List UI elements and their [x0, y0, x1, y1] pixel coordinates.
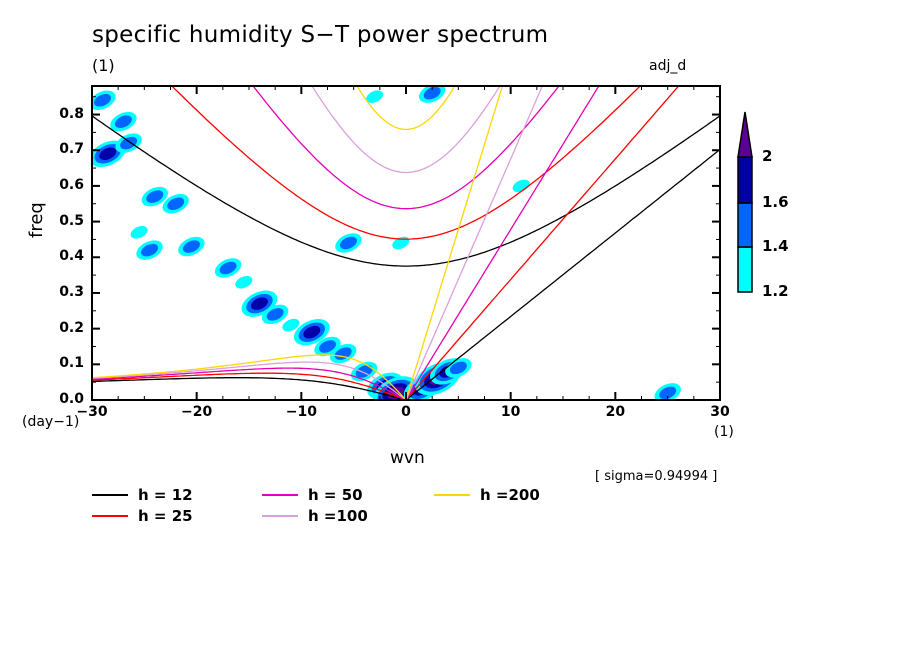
legend-item-h50: h = 50 — [262, 486, 363, 504]
contour-blob — [392, 236, 410, 250]
legend-item-h12: h = 12 — [92, 486, 193, 504]
legend-swatch — [92, 494, 128, 496]
legend-swatch — [434, 494, 470, 496]
contour-blob — [167, 197, 185, 211]
contour-blob — [282, 318, 300, 332]
x-tick-label: −10 — [285, 404, 317, 420]
kelvin-curve-h50 — [405, 87, 599, 399]
contour-blob — [141, 243, 159, 257]
contour-blob — [99, 147, 117, 161]
rossby-curve-h100 — [93, 361, 406, 399]
contour-blob — [250, 297, 268, 310]
colorbar-label: 1.2 — [762, 282, 789, 300]
y-tick-label: 0.5 — [59, 212, 84, 229]
kelvin-curve-h25 — [406, 87, 679, 399]
contour-blob — [319, 340, 336, 353]
colorbar-label: 1.4 — [762, 237, 789, 255]
y-tick-label: 0.8 — [59, 105, 84, 122]
legend-swatch — [262, 494, 298, 496]
x-tick-label: 30 — [710, 404, 730, 420]
contour-blob — [219, 261, 237, 275]
dataset-tag: adj_d — [649, 58, 687, 74]
contour-blob — [266, 308, 284, 321]
legend-item-h200: h =200 — [434, 486, 540, 504]
inertia-gravity-curve-h50 — [253, 87, 559, 210]
contour-blob — [130, 226, 148, 239]
colorbar-segment — [737, 156, 753, 204]
kelvin-curve-h200 — [405, 87, 503, 399]
legend-label: h = 50 — [308, 486, 363, 504]
colorbar-extend-triangle — [737, 111, 753, 158]
rossby-curve-h25 — [93, 372, 406, 399]
inertia-gravity-curve-h25 — [171, 87, 641, 240]
unit-label: (1) — [92, 56, 115, 75]
inertia-gravity-curve-h200 — [356, 87, 456, 131]
y-tick-label: 0.0 — [59, 391, 84, 407]
contour-blob — [659, 386, 677, 399]
y-tick-label: 0.6 — [59, 176, 84, 193]
legend-label: h = 12 — [138, 486, 193, 504]
y-axis-unit: (day−1) — [22, 414, 80, 430]
y-tick-label: 0.4 — [59, 248, 84, 265]
contour-blob — [120, 136, 138, 150]
contour-blob — [339, 236, 357, 250]
contour-blob — [366, 90, 384, 103]
y-tick-label: 0.7 — [59, 141, 84, 158]
contour-fill-layer — [93, 87, 681, 399]
y-tick-label: 0.3 — [59, 283, 84, 300]
contour-blob — [93, 94, 111, 107]
legend-label: h =200 — [480, 486, 540, 504]
x-axis-unit: (1) — [714, 424, 734, 440]
contour-blob — [449, 361, 467, 375]
x-tick-label: 10 — [500, 404, 521, 420]
legend-swatch — [262, 515, 298, 517]
x-tick-label: 0 — [401, 404, 411, 420]
legend-item-h100: h =100 — [262, 507, 368, 525]
contour-blob — [423, 87, 441, 100]
kelvin-curve-h12 — [406, 149, 719, 399]
contour-blob — [235, 275, 253, 289]
x-tick-label: −20 — [181, 404, 213, 420]
x-tick-label: −30 — [76, 404, 108, 420]
y-tick-label: 0.1 — [59, 355, 84, 372]
contour-blob — [334, 347, 352, 360]
dispersion-curves-layer — [93, 87, 719, 399]
sigma-note: [ sigma=0.94994 ] — [595, 469, 718, 484]
rossby-curve-h12 — [93, 377, 405, 399]
colorbar-label: 1.6 — [762, 193, 789, 211]
chart-title: specific humidity S−T power spectrum — [92, 22, 549, 48]
contour-blob — [146, 190, 164, 203]
x-axis-label: wvn — [390, 448, 425, 468]
legend-label: h =100 — [308, 507, 368, 525]
colorbar — [737, 111, 753, 293]
inertia-gravity-curve-h100 — [311, 87, 501, 174]
rossby-curve-h200 — [93, 354, 406, 399]
axis-ticks — [91, 86, 721, 401]
x-tick-label: 20 — [605, 404, 626, 420]
contour-blob — [182, 240, 200, 253]
legend-label: h = 25 — [138, 507, 193, 525]
inertia-gravity-curve-h12 — [93, 115, 719, 267]
rossby-curve-h50 — [93, 367, 406, 399]
colorbar-segment — [737, 202, 753, 248]
contour-blob — [303, 325, 321, 339]
y-tick-label: 0.2 — [59, 319, 84, 336]
legend-swatch — [92, 515, 128, 517]
legend-item-h25: h = 25 — [92, 507, 193, 525]
colorbar-segment — [737, 246, 753, 293]
contour-blob — [114, 115, 132, 128]
kelvin-curve-h100 — [405, 87, 543, 399]
colorbar-label: 2 — [762, 147, 773, 165]
